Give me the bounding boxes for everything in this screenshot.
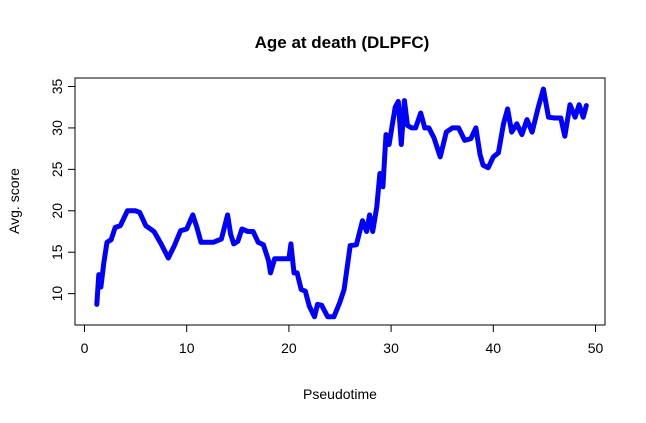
plot-frame bbox=[74, 77, 606, 326]
x-tick-label: 10 bbox=[179, 340, 195, 356]
x-tick-label: 30 bbox=[383, 340, 399, 356]
x-tick-label: 0 bbox=[81, 340, 89, 356]
series-layer bbox=[94, 86, 589, 320]
x-axis-label: Pseudotime bbox=[303, 386, 377, 402]
y-tick-label: 35 bbox=[49, 79, 65, 95]
series-line bbox=[94, 86, 589, 320]
y-tick-label: 20 bbox=[49, 203, 65, 219]
x-tick-label: 40 bbox=[486, 340, 502, 356]
y-tick-label: 10 bbox=[49, 286, 65, 302]
chart-title: Age at death (DLPFC) bbox=[255, 33, 430, 52]
x-tick-label: 20 bbox=[281, 340, 297, 356]
y-tick-label: 15 bbox=[49, 244, 65, 260]
y-axis: 10 15 20 25 30 35 bbox=[49, 79, 76, 302]
y-axis-label: Avg. score bbox=[6, 168, 22, 234]
x-tick-label: 50 bbox=[588, 340, 604, 356]
y-tick-label: 30 bbox=[49, 120, 65, 136]
y-tick-label: 25 bbox=[49, 161, 65, 177]
x-axis: 0 10 20 30 40 50 bbox=[81, 324, 604, 356]
